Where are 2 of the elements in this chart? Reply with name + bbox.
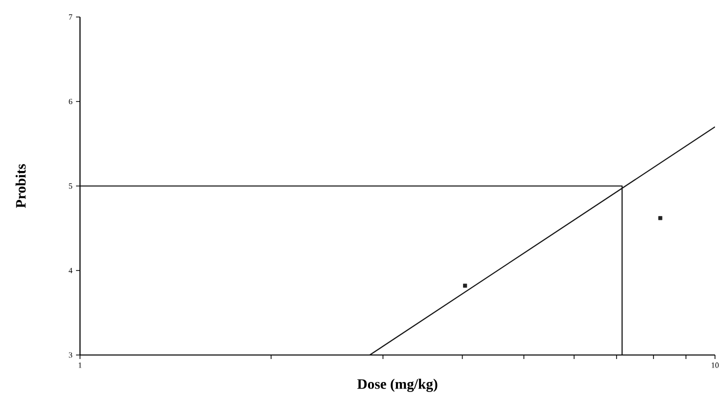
y-axis-title: Probits [16,164,26,208]
x-axis-title: Dose (mg/kg) [357,378,438,392]
